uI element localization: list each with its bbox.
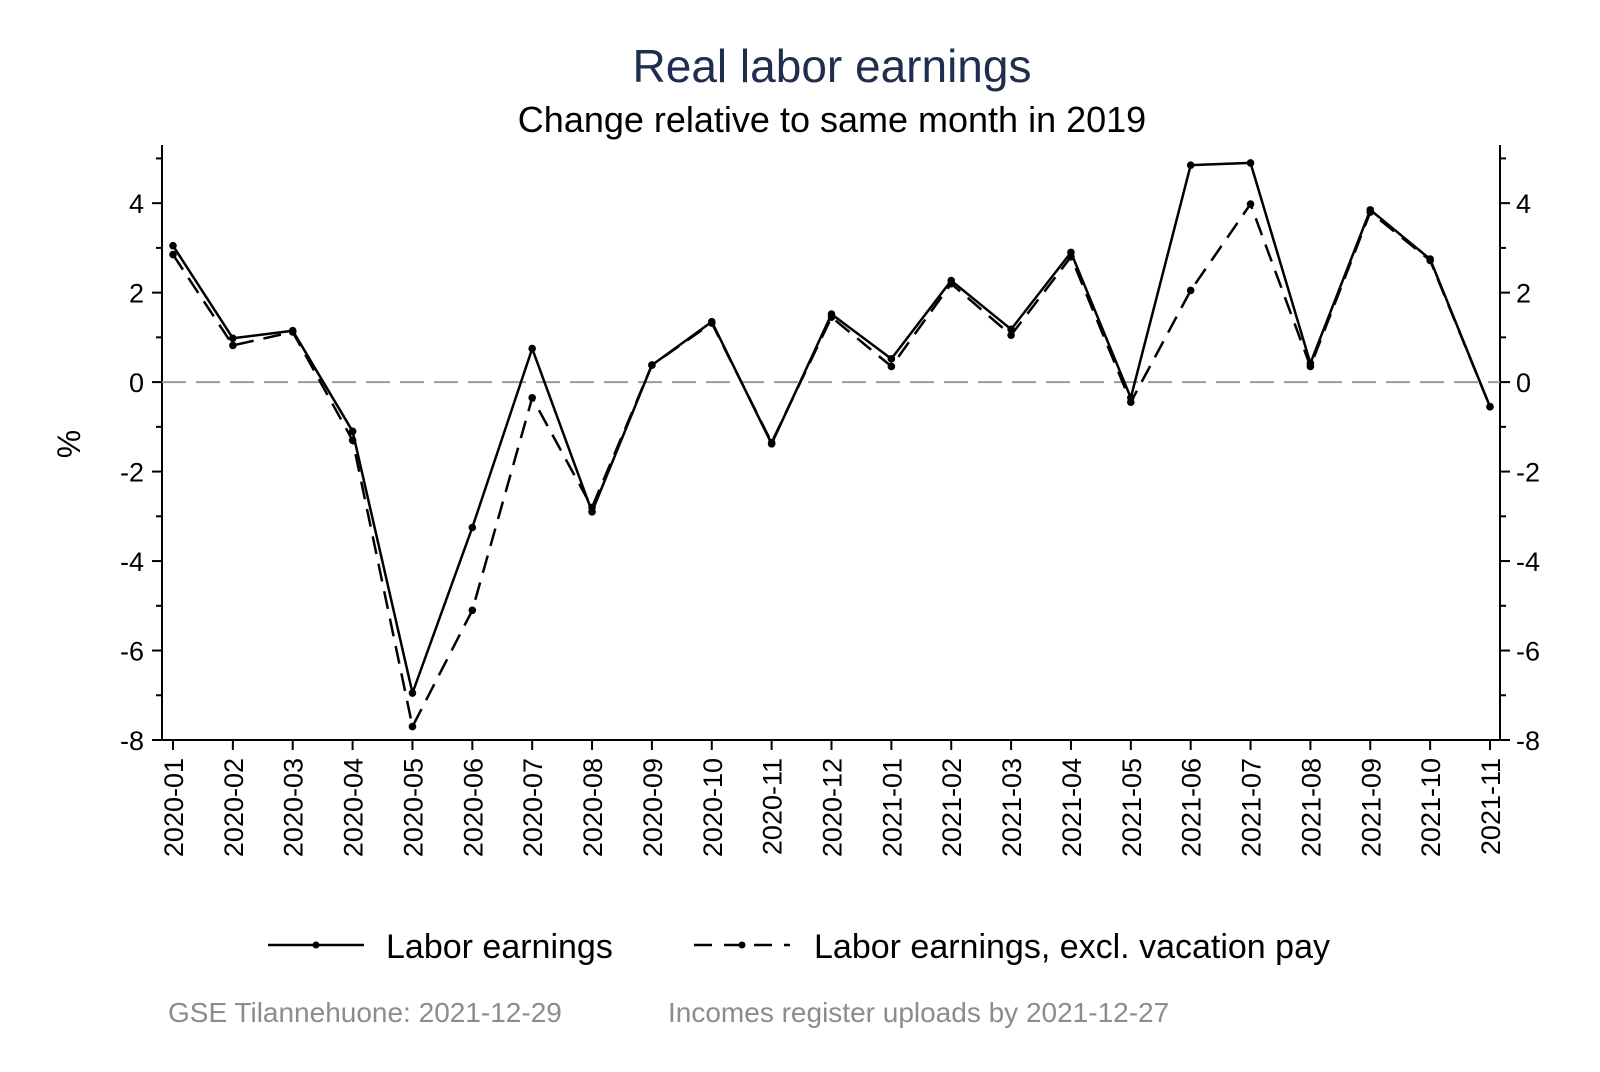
- x-tick-label: 2020-09: [638, 758, 668, 857]
- y-tick-label-left: -8: [120, 726, 144, 756]
- x-tick-label: 2020-04: [339, 758, 369, 857]
- x-tick-label: 2021-11: [1476, 758, 1506, 855]
- data-point-excl-vacation-pay: [947, 279, 956, 288]
- data-point-excl-vacation-pay: [887, 362, 896, 371]
- series-line-labor-earnings: [171, 161, 1492, 695]
- data-point-excl-vacation-pay: [1246, 200, 1255, 208]
- data-point-excl-vacation-pay: [348, 436, 357, 445]
- y-tick-label-right: 4: [1516, 189, 1531, 219]
- data-point-labor-earnings: [408, 689, 417, 697]
- data-point-labor-earnings: [169, 241, 177, 250]
- y-tick-label-right: 2: [1516, 279, 1531, 309]
- x-tick-label: 2020-01: [159, 758, 189, 857]
- data-point-excl-vacation-pay: [528, 393, 536, 402]
- data-point-excl-vacation-pay: [408, 722, 417, 731]
- data-point-labor-earnings: [528, 344, 536, 353]
- y-axis-label: %: [51, 430, 87, 458]
- data-point-excl-vacation-pay: [1067, 253, 1075, 261]
- data-point-excl-vacation-pay: [169, 250, 177, 259]
- chart-title: Real labor earnings: [633, 40, 1032, 92]
- data-point-excl-vacation-pay: [288, 328, 297, 336]
- legend: Labor earnings Labor earnings, excl. vac…: [268, 928, 1330, 966]
- x-tick-label: 2021-10: [1416, 758, 1446, 857]
- y-tick-label-left: 2: [129, 279, 144, 309]
- x-tick-label: 2021-06: [1177, 758, 1207, 857]
- data-point-excl-vacation-pay: [707, 319, 716, 327]
- chart-subtitle: Change relative to same month in 2019: [518, 99, 1146, 140]
- data-point-labor-earnings: [1186, 161, 1195, 169]
- data-point-excl-vacation-pay: [1007, 331, 1015, 339]
- y-tick-label-right: -2: [1516, 458, 1540, 488]
- x-tick-label: 2020-03: [279, 758, 309, 857]
- data-point-excl-vacation-pay: [827, 313, 836, 322]
- x-tick-label: 2020-11: [758, 758, 788, 855]
- x-tick-label: 2020-05: [398, 758, 428, 857]
- footer-source-date: GSE Tilannehuone: 2021-12-29: [168, 997, 562, 1028]
- legend-label-labor-earnings: Labor earnings: [386, 928, 613, 966]
- x-tick-label: 2020-08: [578, 758, 608, 857]
- y-tick-label-left: -4: [120, 547, 144, 577]
- data-point-labor-earnings: [1246, 159, 1255, 167]
- x-tick-label: 2021-02: [937, 758, 967, 857]
- x-tick-label: 2020-06: [458, 758, 488, 857]
- footer-register-note: Incomes register uploads by 2021-12-27: [668, 997, 1169, 1028]
- data-point-excl-vacation-pay: [648, 361, 656, 369]
- data-point-labor-earnings: [229, 334, 237, 343]
- data-point-excl-vacation-pay: [1486, 402, 1494, 411]
- x-tick-label: 2021-08: [1296, 758, 1326, 857]
- y-tick-label-left: 0: [129, 368, 144, 398]
- x-tick-label: 2020-12: [818, 758, 848, 857]
- legend-marker-excl-vacation-pay: [738, 941, 746, 949]
- y-tick-label-right: -4: [1516, 547, 1540, 577]
- data-point-excl-vacation-pay: [468, 606, 477, 615]
- x-tick-label: 2021-05: [1117, 758, 1147, 857]
- data-point-excl-vacation-pay: [1426, 256, 1434, 265]
- data-point-excl-vacation-pay: [1366, 208, 1375, 216]
- data-point-excl-vacation-pay: [229, 341, 237, 350]
- y-tick-label-right: -8: [1516, 726, 1540, 756]
- data-point-labor-earnings: [887, 355, 896, 363]
- y-tick-label-left: -6: [120, 637, 144, 667]
- y-tick-label-right: 0: [1516, 368, 1531, 398]
- series-line-excl-vacation-pay: [171, 202, 1492, 728]
- x-tick-label: 2020-10: [698, 758, 728, 857]
- x-tick-label: 2021-09: [1356, 758, 1386, 857]
- legend-label-excl-vacation-pay: Labor earnings, excl. vacation pay: [814, 928, 1330, 966]
- legend-marker-labor-earnings: [312, 941, 320, 949]
- data-point-excl-vacation-pay: [588, 503, 596, 512]
- data-point-excl-vacation-pay: [1306, 362, 1315, 371]
- y-tick-label-left: 4: [129, 189, 144, 219]
- data-point-excl-vacation-pay: [1186, 286, 1195, 295]
- data-point-excl-vacation-pay: [767, 438, 776, 447]
- x-tick-label: 2021-03: [997, 758, 1027, 857]
- x-tick-label: 2020-02: [219, 758, 249, 857]
- x-tick-label: 2020-07: [518, 758, 548, 857]
- data-point-excl-vacation-pay: [1127, 398, 1135, 407]
- x-tick-label: 2021-07: [1237, 758, 1267, 857]
- data-point-labor-earnings: [348, 427, 357, 436]
- data-point-labor-earnings: [468, 523, 477, 532]
- y-tick-label-left: -2: [120, 458, 144, 488]
- y-tick-label-right: -6: [1516, 637, 1540, 667]
- x-tick-label: 2021-01: [877, 758, 907, 857]
- x-tick-label: 2021-04: [1057, 758, 1087, 857]
